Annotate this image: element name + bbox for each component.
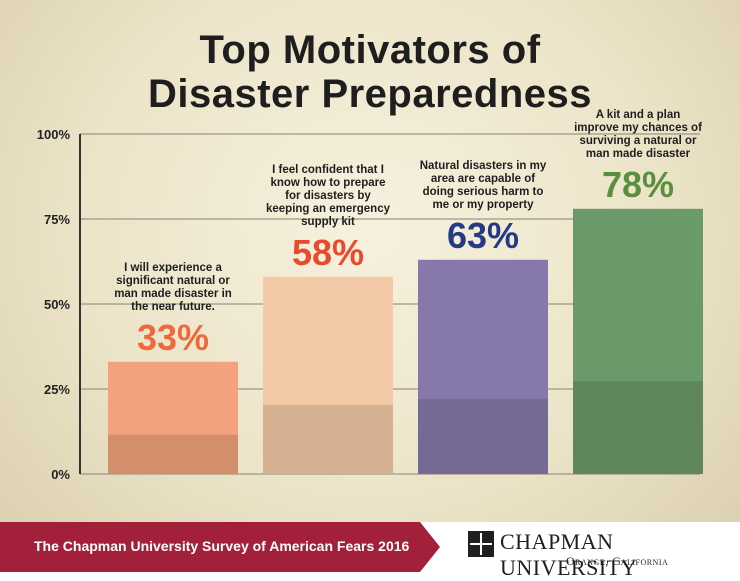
category-label-line: supply kit	[301, 216, 355, 228]
bar-shade	[573, 381, 703, 474]
data-label: 78%	[602, 164, 674, 205]
y-tick-label: 75%	[44, 212, 70, 227]
survey-title: The Chapman University Survey of America…	[34, 538, 410, 554]
bar	[108, 361, 238, 474]
category-label-line: area are capable of	[431, 173, 535, 185]
page-title-line-1: Top Motivators of	[199, 28, 541, 72]
data-label: 58%	[292, 232, 364, 273]
y-tick-label: 25%	[44, 382, 70, 397]
bar	[573, 208, 703, 475]
bar-shade	[418, 399, 548, 474]
footer: The Chapman University Survey of America…	[0, 522, 740, 572]
category-label-line: keeping an emergency	[266, 203, 391, 215]
category-label: I will experience a significant natural o…	[114, 262, 232, 313]
category-label-line: man made disaster in	[114, 288, 232, 300]
category-label-line: significant natural or	[116, 275, 230, 287]
bar-shade	[263, 404, 393, 474]
data-label: 33%	[137, 317, 209, 358]
category-label: A kit and a plan improve my chances of sur…	[574, 109, 702, 160]
university-logo-icon	[468, 531, 494, 557]
category-label-line: I will experience a	[124, 262, 222, 274]
category-label-line: I feel confident that I	[272, 164, 384, 176]
data-label: 63%	[447, 215, 519, 256]
category-label-line: man made disaster	[586, 148, 691, 160]
bar	[263, 276, 393, 474]
bar	[418, 259, 548, 474]
y-tick-label: 100%	[37, 127, 71, 142]
bar-chart: 0%25%50%75%100%33%I will experience a sig…	[37, 109, 703, 482]
category-label-line: improve my chances of	[574, 122, 702, 134]
category-label: Natural disasters in my area are capable …	[420, 160, 547, 211]
bar-shade	[108, 434, 238, 474]
category-label-line: Natural disasters in my	[420, 160, 547, 172]
category-label-line: know how to prepare	[270, 177, 385, 189]
footer-band: The Chapman University Survey of America…	[0, 522, 440, 572]
category-label-line: me or my property	[433, 199, 535, 211]
page-title-line-2: Disaster Preparedness	[147, 72, 593, 116]
category-label-line: A kit and a plan	[596, 109, 681, 121]
category-label-line: surviving a natural or	[580, 135, 697, 147]
university-location: Orange, California	[566, 554, 669, 568]
category-label-line: for disasters by	[285, 190, 371, 202]
category-label-line: doing serious harm to	[423, 186, 544, 198]
category-label-line: the near future.	[131, 301, 215, 313]
y-tick-label: 50%	[44, 297, 70, 312]
y-tick-label: 0%	[51, 467, 70, 482]
